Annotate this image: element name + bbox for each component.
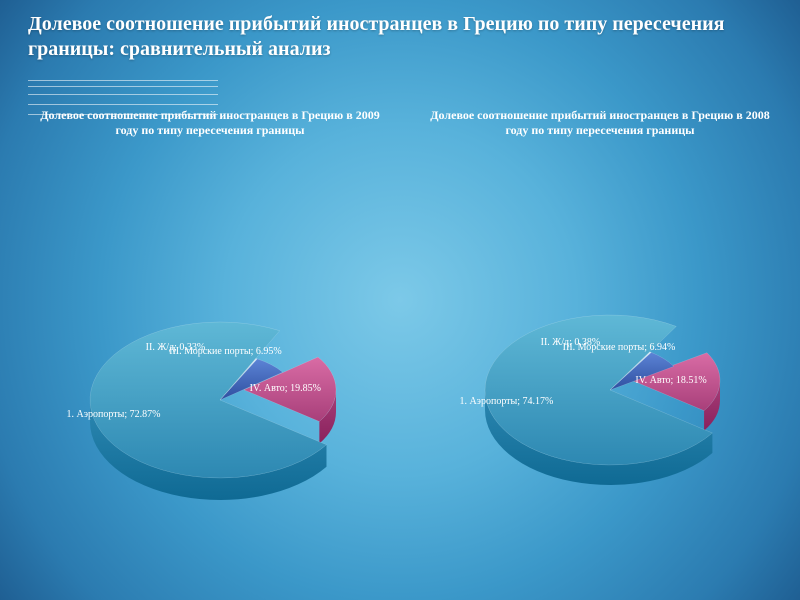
pie-label-airports: 1. Аэропорты; 72.87% bbox=[67, 409, 161, 420]
decor-line bbox=[28, 80, 218, 81]
decor-line bbox=[28, 94, 218, 95]
chart-subtitle-right: Долевое соотношение прибытий иностранцев… bbox=[420, 108, 780, 138]
slide: { "bg": { "g1": "#7cc9e8", "g2": "#58b2d… bbox=[0, 0, 800, 600]
pie-chart-2009: 1. Аэропорты; 72.87%II. Ж/д; 0.33%III. М… bbox=[10, 150, 390, 570]
pie-label-airports: 1. Аэропорты; 74.17% bbox=[459, 396, 553, 407]
pie-label-auto: IV. Авто; 19.85% bbox=[250, 383, 321, 394]
chart-subtitle-left: Долевое соотношение прибытий иностранцев… bbox=[30, 108, 390, 138]
decor-line bbox=[28, 86, 218, 87]
page-title: Долевое соотношение прибытий иностранцев… bbox=[28, 12, 772, 62]
decor-line bbox=[28, 104, 218, 105]
pie-label-sea: III. Морские порты; 6.95% bbox=[169, 346, 282, 357]
pie-label-sea: III. Морские порты; 6.94% bbox=[563, 342, 676, 353]
pie-label-auto: IV. Авто; 18.51% bbox=[635, 375, 706, 386]
pie-chart-2008: 1. Аэропорты; 74.17%II. Ж/д; 0.38%III. М… bbox=[400, 150, 780, 570]
